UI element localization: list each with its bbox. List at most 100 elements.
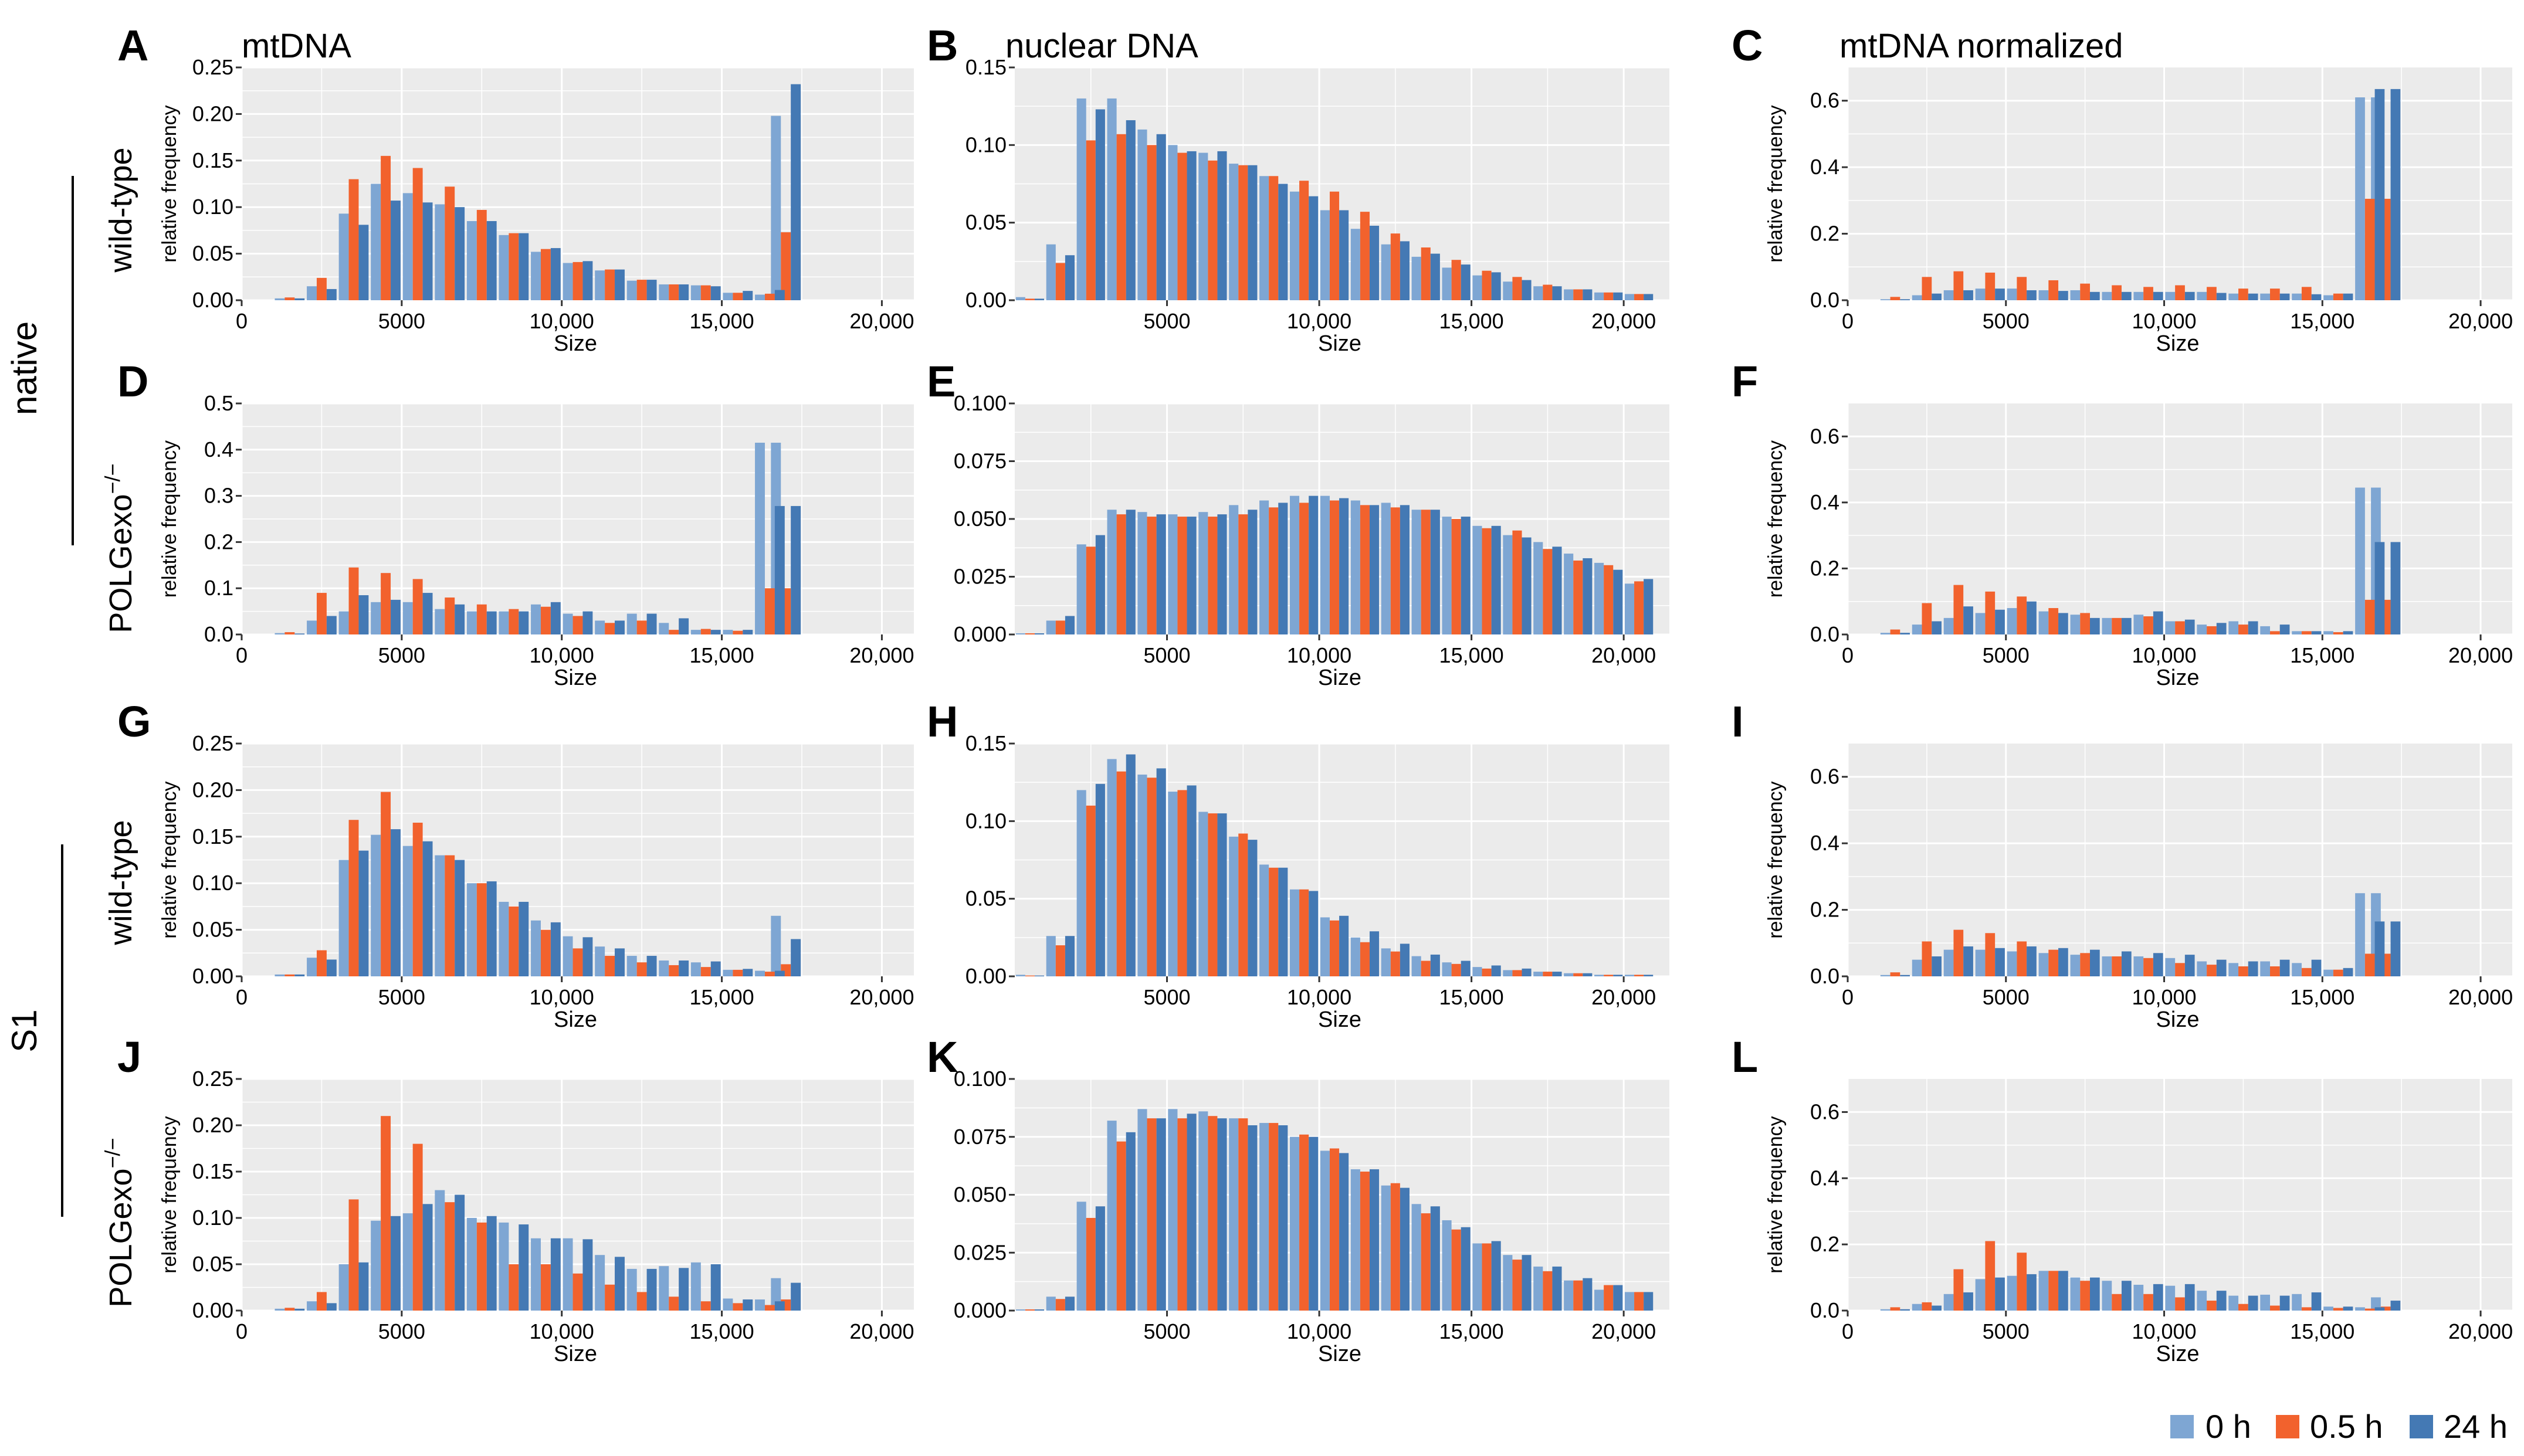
bar-0h <box>1076 790 1086 976</box>
bar-05h <box>1299 181 1309 300</box>
panel-letter-B: B <box>927 21 958 70</box>
y-tick-label: 0.2 <box>1810 222 1839 246</box>
bar-05h <box>572 262 583 300</box>
bar-24h <box>791 939 801 976</box>
bar-24h <box>743 630 753 634</box>
bar-24h <box>582 1239 593 1311</box>
y-tick-label: 0.000 <box>954 622 1007 646</box>
bar-05h <box>2238 289 2248 300</box>
y-tick-label: 0.10 <box>192 195 233 219</box>
bar-0h <box>1442 517 1452 634</box>
x-axis-title: Size <box>554 1007 597 1032</box>
bar-24h <box>519 233 529 300</box>
bar-05h <box>2238 966 2248 976</box>
bar-05h <box>733 969 743 976</box>
bar-05h <box>764 293 775 300</box>
bar-05h <box>733 1303 743 1311</box>
y-tick-label: 0.25 <box>192 1067 233 1091</box>
bar-24h <box>1369 505 1380 634</box>
bar-0h <box>531 1238 541 1311</box>
bar-24h <box>391 201 401 300</box>
bar-0h <box>1046 620 1056 634</box>
x-tick-label: 5000 <box>1143 643 1190 667</box>
y-tick-label: 0.10 <box>965 133 1007 157</box>
bar-0h <box>435 204 445 300</box>
bar-0h <box>499 235 509 300</box>
bar-05h <box>1116 1141 1126 1311</box>
bar-0h <box>1594 975 1604 976</box>
bar-0h <box>755 1299 765 1311</box>
bar-05h <box>636 280 647 300</box>
y-tick-label: 0.05 <box>965 887 1007 911</box>
bar-0h <box>1198 152 1208 300</box>
panel-K: K 0.000 0.025 0.050 0.075 0.100 5000 10,000 15,0… <box>927 1033 1669 1366</box>
bar-05h <box>764 1305 775 1311</box>
bar-05h <box>2143 616 2153 634</box>
bar-24h <box>1522 537 1532 634</box>
bar-0h <box>1880 299 1891 300</box>
y-tick-label: 0.15 <box>965 55 1007 79</box>
bar-24h <box>2184 619 2195 634</box>
bar-05h <box>509 233 519 300</box>
bar-24h <box>1900 1309 1910 1311</box>
bar-0h <box>2038 953 2049 976</box>
x-tick-label: 5000 <box>378 643 425 667</box>
bar-0h <box>2260 293 2270 300</box>
x-tick-label: 20,000 <box>1591 1319 1656 1343</box>
bar-24h <box>2058 948 2068 976</box>
x-tick-label: 5000 <box>378 309 425 333</box>
bar-05h <box>2364 199 2375 300</box>
bar-0h <box>1137 774 1147 976</box>
bar-05h <box>381 155 391 300</box>
bar-24h <box>1065 936 1075 976</box>
bar-24h <box>2121 291 2132 300</box>
bar-05h <box>540 1264 551 1311</box>
bar-05h <box>2301 287 2312 300</box>
bar-05h <box>2238 625 2248 634</box>
bar-24h <box>1095 783 1105 976</box>
y-tick-label: 0.050 <box>954 507 1007 531</box>
bar-24h <box>774 1301 785 1311</box>
bar-0h <box>1076 98 1086 300</box>
bar-24h <box>2374 89 2385 300</box>
bar-05h <box>1390 507 1400 634</box>
bar-0h <box>2133 291 2144 300</box>
bar-0h <box>1533 286 1543 300</box>
bar-05h <box>2017 1253 2027 1311</box>
bar-05h <box>540 929 551 976</box>
y-axis-title: relative frequency <box>158 1116 181 1273</box>
bar-24h <box>1400 943 1410 976</box>
x-tick-label: 10,000 <box>530 985 594 1009</box>
bar-05h <box>669 965 679 976</box>
bar-0h <box>659 284 669 300</box>
bar-24h <box>774 290 785 300</box>
bar-05h <box>1177 517 1187 634</box>
bar-0h <box>723 969 733 976</box>
bar-05h <box>1451 963 1461 976</box>
x-tick-label: 5000 <box>1143 309 1190 333</box>
bar-24h <box>1034 1309 1045 1311</box>
x-tick-label: 0 <box>1842 643 1854 667</box>
x-tick-label: 0 <box>1842 1319 1854 1343</box>
bar-0h <box>1137 512 1147 634</box>
bar-05h <box>1238 165 1248 300</box>
bar-05h <box>1482 1243 1492 1311</box>
bar-0h <box>499 901 509 976</box>
panel-letter-A: A <box>117 21 148 70</box>
bar-0h <box>626 280 637 300</box>
bar-05h <box>1299 1134 1309 1311</box>
bar-24h <box>2279 293 2290 300</box>
panel-letter-E: E <box>927 357 956 406</box>
bar-24h <box>646 613 657 634</box>
bar-24h <box>791 505 801 634</box>
bar-24h <box>1430 253 1440 300</box>
y-axis-title: relative frequency <box>1764 440 1787 598</box>
bar-05h <box>1299 889 1309 976</box>
bar-24h <box>615 948 625 976</box>
bar-24h <box>550 248 561 300</box>
bar-05h <box>1890 297 1900 300</box>
bar-0h <box>2197 1291 2207 1311</box>
bar-05h <box>1953 271 1964 300</box>
bar-24h <box>1065 1297 1075 1311</box>
bar-05h <box>1208 1116 1218 1311</box>
